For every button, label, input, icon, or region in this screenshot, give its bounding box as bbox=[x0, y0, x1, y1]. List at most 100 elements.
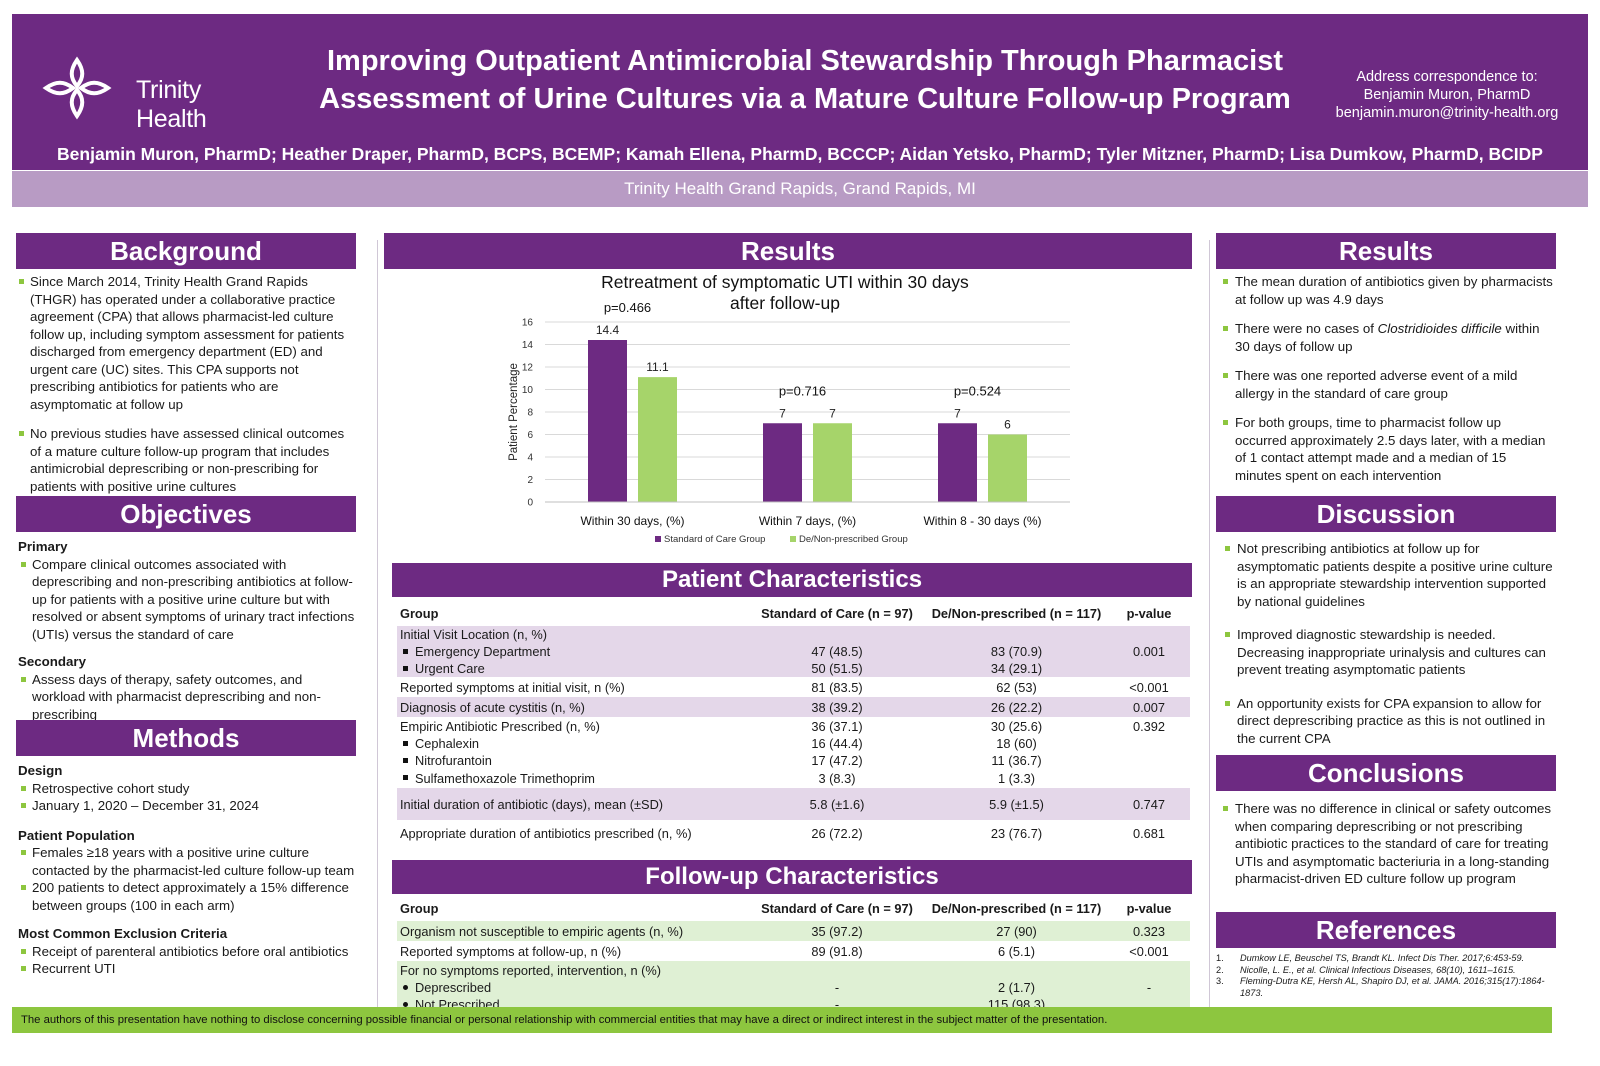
row-label: Diagnosis of acute cystitis (n, %) bbox=[400, 699, 585, 715]
reference-3: 3. Fleming-Dutra KE, Hersh AL, Shapiro DJ… bbox=[1216, 976, 1545, 998]
institution: Trinity Health Grand Rapids, Grand Rapid… bbox=[12, 171, 1588, 207]
data-label: 7 bbox=[829, 406, 836, 420]
exclusion-item-1: Receipt of parenteral antibiotics before… bbox=[18, 943, 356, 961]
data-label: 7 bbox=[954, 406, 961, 420]
y-tick-label: 0 bbox=[527, 498, 533, 509]
correspondence-address: Address correspondence to: Benjamin Muro… bbox=[1312, 68, 1582, 122]
exclusion-label: Most Common Exclusion Criteria bbox=[18, 926, 228, 941]
cell-value: 5.8 (±1.6) bbox=[809, 796, 865, 812]
design-item-2: January 1, 2020 – December 31, 2024 bbox=[18, 797, 356, 815]
cell-value bbox=[925, 961, 1108, 979]
population-label: Patient Population bbox=[18, 827, 135, 843]
row-label: Empiric Antibiotic Prescribed (n, %) bbox=[400, 718, 600, 734]
legend-entry: Standard of Care Group bbox=[664, 534, 765, 545]
x-category-label: Within 30 days, (%) bbox=[580, 514, 684, 528]
bar-de-non-prescribed bbox=[638, 377, 677, 502]
background-section: Since March 2014, Trinity Health Grand R… bbox=[16, 273, 356, 495]
cell-value: 89 (91.8) bbox=[811, 943, 863, 959]
data-label: 11.1 bbox=[646, 360, 669, 374]
cell-value: 35 (97.2) bbox=[811, 923, 863, 939]
cell-value: 47 (48.5) bbox=[811, 644, 863, 659]
legend-entry: De/Non-prescribed Group bbox=[799, 534, 908, 545]
results-heading-center: Results bbox=[384, 233, 1192, 269]
design-label: Design bbox=[18, 763, 63, 778]
cell-value bbox=[1108, 752, 1190, 769]
followup-characteristics-table: Group Standard of Care (n = 97) De/Non-pre… bbox=[397, 895, 1190, 1013]
results-heading-right: Results bbox=[1216, 233, 1556, 269]
cell-value: 0.747 bbox=[1132, 796, 1166, 812]
cell-value: 0.392 bbox=[1132, 718, 1166, 734]
row-label: Initial duration of antibiotic (days), m… bbox=[400, 796, 664, 812]
conclusion-item-1: There was no difference in clinical or s… bbox=[1218, 800, 1556, 888]
cell-value: 5.9 (±1.5) bbox=[989, 796, 1044, 812]
objectives-heading: Objectives bbox=[16, 496, 356, 532]
followup-characteristics-heading: Follow-up Characteristics bbox=[392, 860, 1192, 894]
column-divider-right bbox=[1209, 240, 1210, 1010]
cell-value: 26 (22.2) bbox=[990, 699, 1043, 715]
cell-value bbox=[1108, 626, 1190, 643]
population-item-1: Females ≥18 years with a positive urine … bbox=[18, 844, 356, 879]
results-item-3: There was one reported adverse event of … bbox=[1218, 367, 1556, 402]
cell-value: 38 (39.2) bbox=[811, 699, 863, 715]
cell-value: 27 (90) bbox=[996, 923, 1037, 939]
data-label: 7 bbox=[779, 406, 786, 420]
chart-title: Retreatment of symptomatic UTI within 30… bbox=[601, 272, 969, 313]
cell-value: 18 (60) bbox=[996, 736, 1037, 751]
cell-value: 16 (44.4) bbox=[811, 736, 863, 751]
data-label: 14.4 bbox=[596, 323, 620, 337]
poster-header: Trinity Health Improving Outpatient Anti… bbox=[12, 14, 1588, 170]
column-header: Standard of Care (n = 97) bbox=[761, 605, 913, 621]
trinity-cross-icon bbox=[42, 56, 112, 120]
cell-value bbox=[749, 961, 925, 979]
discussion-heading: Discussion bbox=[1216, 496, 1556, 532]
cell-value bbox=[1108, 735, 1190, 752]
table-row: Sulfamethoxazole Trimethoprim 3 (8.3) 1 (3… bbox=[397, 769, 1190, 788]
x-category-label: Within 7 days, (%) bbox=[759, 514, 856, 528]
table-row: Initial Visit Location (n, %) bbox=[397, 626, 1190, 643]
y-tick-label: 8 bbox=[527, 408, 533, 419]
background-heading: Background bbox=[16, 233, 356, 269]
results-item-4: For both groups, time to pharmacist foll… bbox=[1218, 414, 1556, 484]
row-label: Urgent Care bbox=[397, 660, 749, 677]
column-header: Group bbox=[400, 900, 439, 916]
retreatment-bar-chart: Retreatment of symptomatic UTI within 30… bbox=[508, 272, 1070, 545]
cell-value: 11 (36.7) bbox=[991, 753, 1042, 768]
table-row: Cephalexin 16 (44.4) 18 (60) bbox=[397, 735, 1190, 752]
cell-value: 0.681 bbox=[1132, 826, 1166, 841]
cell-value: 23 (76.7) bbox=[990, 826, 1043, 841]
cell-value: 83 (70.9) bbox=[990, 644, 1043, 659]
y-tick-label: 2 bbox=[527, 475, 533, 486]
cell-value: <0.001 bbox=[1129, 679, 1169, 695]
references-list: 1. Dumkow LE, Beuschel TS, Brandt KL. Inf… bbox=[1216, 953, 1556, 999]
cell-value: 0.007 bbox=[1132, 699, 1166, 715]
cell-value: - bbox=[834, 997, 840, 1012]
trinity-health-logo: Trinity Health bbox=[42, 56, 272, 133]
cell-value: 30 (25.6) bbox=[990, 718, 1043, 734]
table-row: Diagnosis of acute cystitis (n, %) 38 (39… bbox=[397, 697, 1190, 717]
cell-value: 62 (53) bbox=[996, 679, 1037, 695]
address-line-1: Address correspondence to: bbox=[1356, 69, 1538, 85]
cell-value: 26 (72.2) bbox=[811, 826, 863, 841]
secondary-label: Secondary bbox=[18, 654, 86, 669]
reference-2: 2. Nicolle, L. E., et al. Clinical Infect… bbox=[1216, 964, 1516, 975]
x-category-label: Within 8 - 30 days (%) bbox=[923, 514, 1041, 528]
cell-value bbox=[925, 626, 1108, 643]
cell-value: 34 (29.1) bbox=[990, 661, 1043, 676]
table-row: Reported symptoms at follow-up, n (%) 89 … bbox=[397, 941, 1190, 961]
cell-value bbox=[1108, 961, 1190, 979]
cell-value: 36 (37.1) bbox=[811, 718, 863, 734]
exclusion-item-2: Recurrent UTI bbox=[18, 960, 356, 978]
address-email: benjamin.muron@trinity-health.org bbox=[1335, 105, 1559, 121]
p-value-annotation: p=0.466 bbox=[604, 300, 651, 315]
column-header: p-value bbox=[1126, 605, 1172, 621]
bar-de-non-prescribed bbox=[988, 434, 1027, 502]
bar-standard-of-care bbox=[763, 423, 802, 502]
cell-value: 6 (5.1) bbox=[998, 943, 1035, 959]
references-heading: References bbox=[1216, 912, 1556, 948]
table-row: For no symptoms reported, intervention, … bbox=[397, 961, 1190, 979]
y-tick-label: 12 bbox=[522, 363, 534, 374]
column-header: p-value bbox=[1126, 900, 1172, 916]
table-row: Nitrofurantoin 17 (47.2) 11 (36.7) bbox=[397, 752, 1190, 769]
table-row: Organism not susceptible to empiric agen… bbox=[397, 921, 1190, 941]
background-item-1: Since March 2014, Trinity Health Grand R… bbox=[16, 273, 356, 413]
